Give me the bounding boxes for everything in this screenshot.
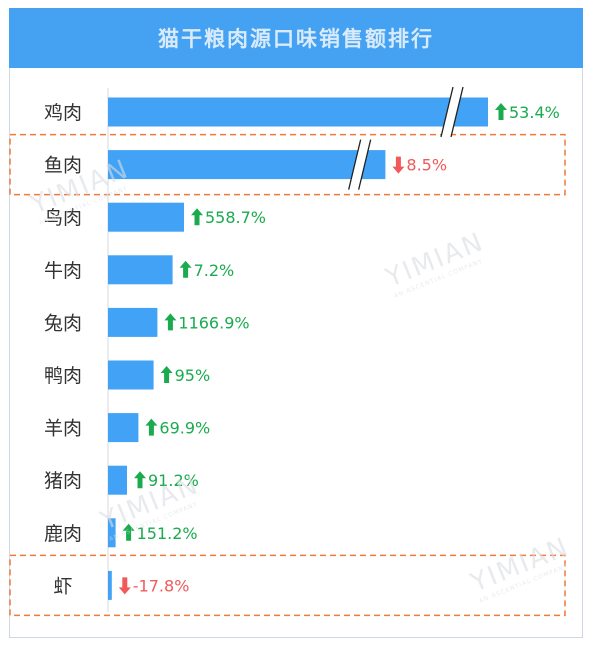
arrow-up-icon	[164, 313, 177, 331]
axis-break-gap	[441, 87, 463, 137]
category-label: 鹿肉	[44, 523, 82, 545]
arrow-up-icon	[160, 366, 173, 383]
data-label: 8.5%	[406, 156, 447, 175]
data-label: 7.2%	[194, 261, 235, 280]
category-label: 虾	[53, 575, 72, 597]
highlight-box	[9, 554, 566, 617]
data-label: 151.2%	[137, 524, 198, 543]
data-label: 1166.9%	[178, 313, 249, 332]
bar	[108, 518, 116, 548]
arrow-up-icon	[495, 103, 507, 120]
bar	[108, 360, 154, 390]
axis-break-gap	[348, 139, 371, 190]
arrow-down-icon	[118, 577, 131, 595]
axis-break-mark	[440, 86, 454, 138]
category-label: 牛肉	[44, 260, 82, 282]
data-label: 69.9%	[159, 419, 210, 438]
arrow-up-icon	[134, 471, 146, 489]
bar	[108, 255, 173, 285]
bar	[108, 465, 127, 495]
highlight-box	[9, 133, 566, 196]
bar	[108, 202, 184, 232]
category-label: 鸟肉	[44, 207, 82, 229]
chart-title: 猫干粮肉源口味销售额排行	[158, 27, 434, 51]
category-label: 鱼肉	[44, 155, 82, 177]
bar	[108, 570, 112, 600]
bar	[108, 307, 158, 337]
category-label: 鸡肉	[44, 102, 82, 124]
arrow-up-icon	[145, 418, 158, 436]
category-label: 羊肉	[44, 418, 82, 440]
bar	[108, 413, 139, 443]
category-label: 鸭肉	[44, 365, 82, 387]
category-label: 猪肉	[44, 470, 82, 492]
axis-break-mark	[348, 139, 362, 190]
axis-break-mark	[450, 86, 464, 138]
data-label: 558.7%	[205, 208, 266, 227]
data-label: 53.4%	[509, 103, 560, 122]
arrow-down-icon	[392, 156, 405, 174]
data-label: -17.8%	[133, 576, 190, 595]
axis-break-mark	[358, 139, 372, 190]
data-label: 91.2%	[148, 471, 199, 490]
chart-header: 猫干粮肉源口味销售额排行	[9, 8, 583, 68]
category-label: 兔肉	[44, 312, 82, 334]
bar	[108, 150, 386, 180]
arrow-up-icon	[191, 208, 203, 226]
arrow-up-icon	[179, 260, 192, 278]
data-label: 95%	[175, 366, 211, 385]
arrow-up-icon	[122, 523, 135, 541]
bar	[108, 97, 488, 127]
